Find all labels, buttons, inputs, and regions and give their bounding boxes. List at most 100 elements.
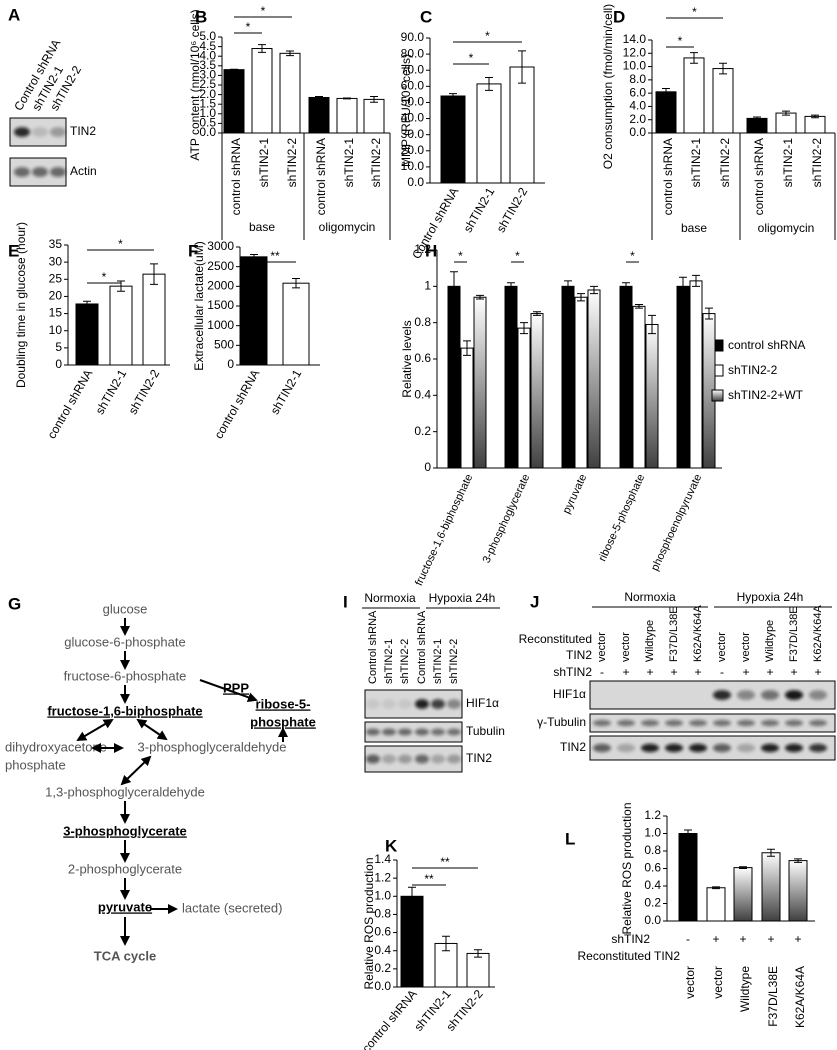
y-axis-label: Relative levels [400, 320, 414, 397]
pathway-node: ribose-5- [256, 696, 311, 711]
y-tick-label: 25 [49, 271, 63, 285]
panel-label: B [195, 7, 207, 26]
panel-label: J [530, 592, 539, 611]
significance-label: * [469, 51, 474, 65]
group-label: base [681, 221, 707, 235]
pathway-arrow [136, 718, 168, 741]
pathway-node: 3-phosphoglyceraldehyde [138, 739, 287, 754]
pathway-arrow [199, 679, 258, 703]
pathway-node: pyruvate [98, 899, 152, 914]
legend-swatch [711, 389, 724, 402]
x-tick-label: pyruvate [561, 472, 590, 515]
bar [733, 867, 753, 922]
y-tick-label: 0.0 [407, 175, 424, 189]
x-tick-label: control shRNA [45, 367, 96, 441]
blot-band [713, 719, 731, 727]
bar [466, 952, 490, 988]
y-tick-label: 3.5 [199, 58, 216, 72]
y-tick-label: 60.0 [401, 79, 425, 93]
error-bar [811, 114, 819, 119]
y-tick-label: 50.0 [401, 95, 425, 109]
error-bar [692, 274, 700, 287]
error-bar [258, 44, 266, 53]
y-tick-label: 70.0 [401, 62, 425, 76]
significance-label: * [458, 249, 463, 263]
row-sign: + [739, 932, 746, 946]
error-bar [635, 304, 643, 309]
y-tick-label: 500 [214, 338, 234, 352]
blot-band [737, 690, 755, 700]
bar [712, 68, 734, 134]
blot-band [431, 754, 445, 764]
pathway-node: phosphate [250, 714, 316, 729]
row-sign: + [794, 932, 801, 946]
blot-band [737, 743, 755, 753]
x-tick-label: control shRNA [752, 138, 766, 215]
blot-panel [364, 745, 463, 773]
row-label: Reconstituted TIN2 [578, 949, 681, 963]
blot-band [14, 127, 30, 137]
blot-row-label: TIN2 [560, 740, 586, 754]
blot-band [366, 754, 380, 764]
panel-label: D [613, 7, 625, 26]
row-sign: + [622, 665, 629, 679]
blot-band [382, 754, 396, 764]
condition-label: Hypoxia 24h [737, 590, 804, 604]
x-tick-label: shTIN2-1 [268, 367, 305, 417]
y-tick-label: 0.4 [414, 388, 431, 402]
bar [282, 282, 310, 366]
y-tick-label: 0.5 [199, 116, 216, 130]
bar [142, 273, 166, 366]
error-bar [782, 110, 790, 116]
blot-band [761, 719, 779, 727]
bar [530, 313, 544, 469]
error-bar [577, 293, 585, 302]
error-bar [648, 314, 656, 335]
significance-label: * [678, 34, 683, 48]
bar [308, 96, 330, 134]
y-tick-label: 15 [49, 306, 63, 320]
error-bar [450, 271, 458, 302]
error-bar [767, 848, 775, 857]
bar [761, 852, 781, 922]
blot-row-label: TIN2 [466, 751, 492, 765]
pathway-node: phosphate [5, 757, 66, 772]
group-label: oligomycin [758, 221, 815, 235]
y-tick-label: 0.2 [644, 896, 661, 910]
blot-band [785, 743, 803, 753]
blot-band [641, 743, 659, 753]
blot-row-label: HIF1α [466, 696, 499, 710]
y-tick-label: 1.0 [374, 888, 391, 902]
error-bar [518, 50, 526, 84]
x-tick-label: control shRNA [661, 138, 675, 215]
y-tick-label: 0.0 [199, 125, 216, 139]
blot-band [366, 699, 380, 709]
x-tick-label: vector [711, 966, 725, 999]
x-tick-label: shTIN2-1 [781, 138, 795, 188]
lane-label: F37D/L38E [788, 606, 800, 662]
bar [223, 69, 245, 134]
y-tick-label: 3.0 [199, 68, 216, 82]
pathway-node: glucose-6-phosphate [64, 634, 185, 649]
y-tick-label: 4.0 [199, 48, 216, 62]
blot-band [809, 743, 827, 753]
error-bar [150, 263, 158, 285]
blot-band [431, 699, 445, 709]
y-tick-label: 4.5 [199, 39, 216, 53]
blot-panel [364, 721, 463, 743]
significance-label: * [515, 249, 520, 263]
blot-band [415, 754, 429, 764]
y-tick-label: 1.4 [374, 852, 391, 866]
y-tick-label: 10.0 [401, 159, 425, 173]
blot-band [447, 728, 461, 736]
bar [517, 327, 531, 469]
bar [689, 280, 703, 469]
bar [460, 347, 474, 469]
significance-label: * [485, 29, 490, 43]
panel-label: K [385, 836, 398, 855]
y-tick-label: 30.0 [401, 127, 425, 141]
bar [473, 296, 487, 469]
x-tick-label: phosphoenolpyruvate [649, 472, 704, 572]
y-tick-label: 0.4 [644, 878, 661, 892]
